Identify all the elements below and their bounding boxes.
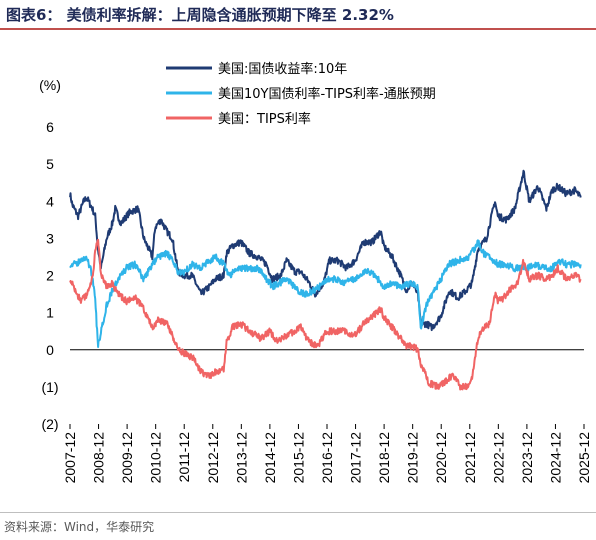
legend-label-tips: 美国：TIPS利率 [218, 111, 311, 127]
axis-layer: (%) 6 5 4 3 2 1 0 (1) (2)2007-12 2008-12 2009-12 201… [39, 77, 592, 483]
x-tick-label: 2022-12 [490, 432, 506, 484]
y-tick-label: 2 [46, 268, 54, 284]
legend: 美国:国债收益率:10年美国10Y国债利率-TIPS利率-通胀预期美国：TIPS… [166, 61, 436, 127]
series-layer [69, 169, 582, 391]
x-tick-label: 2010-12 [148, 432, 164, 484]
x-tick-label: 2007-12 [62, 432, 78, 484]
series-line-breakeven [69, 239, 582, 348]
x-tick-label: 2008-12 [91, 432, 107, 484]
y-tick-label: 4 [46, 193, 54, 209]
legend-label-breakeven: 美国10Y国债利率-TIPS利率-通胀预期 [218, 86, 436, 102]
x-tick-label: 2017-12 [348, 432, 364, 484]
x-tick-label: 2019-12 [405, 432, 421, 484]
y-tick-label: 5 [46, 156, 54, 172]
x-tick-label: 2018-12 [376, 432, 392, 484]
x-tick-label: 2009-12 [119, 432, 135, 484]
y-tick-label: 1 [46, 305, 54, 321]
legend-label-nominal: 美国:国债收益率:10年 [218, 61, 347, 77]
x-tick-label: 2011-12 [176, 432, 192, 483]
y-tick-label: 6 [46, 119, 54, 135]
source-note: 资料来源：Wind，华泰研究 [4, 520, 155, 534]
title-rule [0, 28, 596, 30]
x-tick-label: 2016-12 [319, 432, 335, 484]
x-tick-label: 2020-12 [433, 432, 449, 484]
x-tick-label: 2015-12 [290, 432, 306, 484]
x-tick-label: 2021-12 [462, 432, 478, 484]
y-tick-label: 0 [46, 342, 54, 358]
x-tick-label: 2012-12 [205, 432, 221, 484]
series-line-tips [69, 238, 582, 391]
y-tick-label: 3 [46, 230, 54, 246]
x-tick-label: 2023-12 [519, 432, 535, 484]
footer-rule [0, 512, 596, 513]
x-tick-label: 2014-12 [262, 432, 278, 484]
x-tick-label: 2025-12 [576, 432, 592, 484]
y-tick-label: (1) [41, 379, 58, 395]
y-axis-unit-label: (%) [39, 77, 61, 93]
x-tick-label: 2024-12 [547, 432, 563, 484]
chart-title: 图表6： 美债利率拆解：上周隐含通胀预期下降至 2.32% [6, 6, 394, 24]
y-tick-label: (2) [41, 416, 58, 432]
series-line-nominal [69, 169, 582, 332]
x-tick-label: 2013-12 [233, 432, 249, 484]
